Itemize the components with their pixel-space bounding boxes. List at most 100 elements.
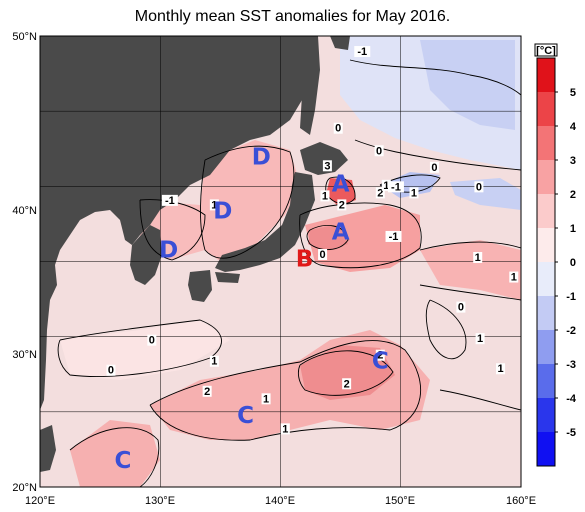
contour-label: 1 [511, 272, 517, 284]
lon-tick-label: 150°E [385, 495, 415, 507]
contour-label-background [280, 423, 290, 435]
cold-anomaly-north-core [420, 40, 515, 130]
colorbar-color-block [537, 432, 555, 467]
colorbar-tick-label: -4 [566, 393, 577, 405]
contour-label-background [342, 378, 352, 390]
lon-tick-label: 120°E [25, 495, 55, 507]
contour-label: 0 [335, 123, 341, 135]
contour-label: 0 [458, 302, 464, 314]
region-marker-c: C [237, 403, 254, 429]
colorbar-unit: [°C] [536, 45, 556, 57]
contour-label: 0 [108, 365, 114, 377]
colorbar-tick-label: 5 [570, 87, 576, 99]
contour-label: -1 [165, 195, 175, 207]
contour-label: 1 [477, 333, 483, 345]
warm-anomaly-core-a [326, 178, 356, 206]
lon-tick-label: 140°E [265, 495, 295, 507]
colorbar-tick-label: 2 [570, 189, 576, 201]
contour-label: 0 [431, 162, 437, 174]
map-plot-area [40, 36, 521, 487]
contour-label: 1 [475, 252, 481, 264]
warm-anomaly-south-core [300, 345, 395, 400]
contour-label: 2 [204, 386, 210, 398]
contour-label: 2 [377, 350, 383, 362]
contour-label-background [381, 179, 391, 191]
lat-tick-label: 30°N [12, 349, 37, 361]
lon-tick-label: 160°E [506, 495, 536, 507]
contour-label-background [161, 194, 178, 206]
contour-label-background [354, 46, 371, 58]
colorbar-tick-label: -5 [566, 427, 576, 439]
contour-label: 2 [339, 199, 345, 211]
colorbar-ticks: 5 4 3 2 1 0 -1 -2 -3 -4 -5 [555, 87, 577, 439]
colorbar-tick-label: -2 [566, 325, 576, 337]
contour-line [419, 284, 521, 301]
land-hokkaido [300, 142, 348, 175]
land-sakhalin [298, 36, 320, 135]
contour-label-background [375, 349, 385, 361]
contour-line [349, 59, 521, 96]
colorbar-color-block [537, 228, 555, 263]
land-kyushu [188, 270, 212, 302]
contour-line [200, 145, 295, 259]
colorbar-color-block [537, 160, 555, 195]
contour-line [425, 299, 467, 360]
colorbar-color-block [537, 330, 555, 365]
contour-label: 0 [376, 145, 382, 157]
lat-tick-label: 20°N [12, 482, 37, 494]
contour-label: 1 [322, 190, 328, 202]
contour-line [299, 202, 422, 269]
contour-line [306, 224, 349, 250]
contour-label: 0 [320, 249, 326, 261]
contour-label-background [387, 181, 404, 193]
contour-label: 1 [211, 356, 217, 368]
land-korea [130, 225, 162, 285]
contour-label-background [318, 248, 328, 260]
lat-tick-label: 40°N [12, 205, 37, 217]
region-marker-a: A [332, 171, 350, 197]
contour-line [149, 340, 421, 441]
map-frame [39, 35, 522, 488]
contour-label: 2 [377, 187, 383, 199]
colorbar-tick-label: 1 [570, 223, 576, 235]
cold-anomaly-east-band [450, 178, 521, 210]
contour-label-background [429, 161, 439, 173]
colorbar-tick-label: -1 [566, 291, 576, 303]
contour-line [419, 241, 521, 251]
contour-label: 1 [263, 393, 269, 405]
land-shikoku [215, 272, 240, 283]
contour-label: 1 [411, 187, 417, 199]
colorbar-tick-label: 0 [570, 257, 576, 269]
contour-line [439, 389, 521, 411]
warm-anomaly-kuroshio-ext [305, 205, 420, 272]
region-marker-b: B [296, 246, 314, 272]
contour-label: 1 [282, 423, 288, 435]
region-marker-d: D [159, 237, 178, 263]
region-marker-a: A [332, 219, 350, 245]
colorbar: [°C] 5 4 3 2 1 0 -1 -2 -3 -4 -5 [534, 43, 577, 467]
contour-label: -1 [391, 181, 401, 193]
contour-label-background [209, 199, 219, 211]
colorbar-color-block [537, 58, 555, 93]
warm-anomaly-east [420, 240, 521, 300]
contour-label-background [202, 385, 212, 397]
contour-label-background [209, 355, 219, 367]
contour-label-background [106, 364, 116, 376]
contour-label: 1 [383, 180, 389, 192]
warm-anomaly-south-west [70, 420, 160, 487]
contour-label-background [320, 190, 330, 202]
region-marker-d: D [213, 198, 232, 224]
region-marker-d: D [252, 144, 271, 170]
colorbar-color-block [537, 92, 555, 127]
contour-label-background [147, 334, 157, 346]
land-taiwan [40, 425, 56, 472]
contour-label-background [261, 393, 271, 405]
colorbar-color-block [537, 398, 555, 433]
colorbar-color-block [537, 296, 555, 331]
contour-label-background [475, 333, 485, 345]
contour-line [69, 427, 160, 487]
lat-lon-grid [40, 36, 521, 487]
